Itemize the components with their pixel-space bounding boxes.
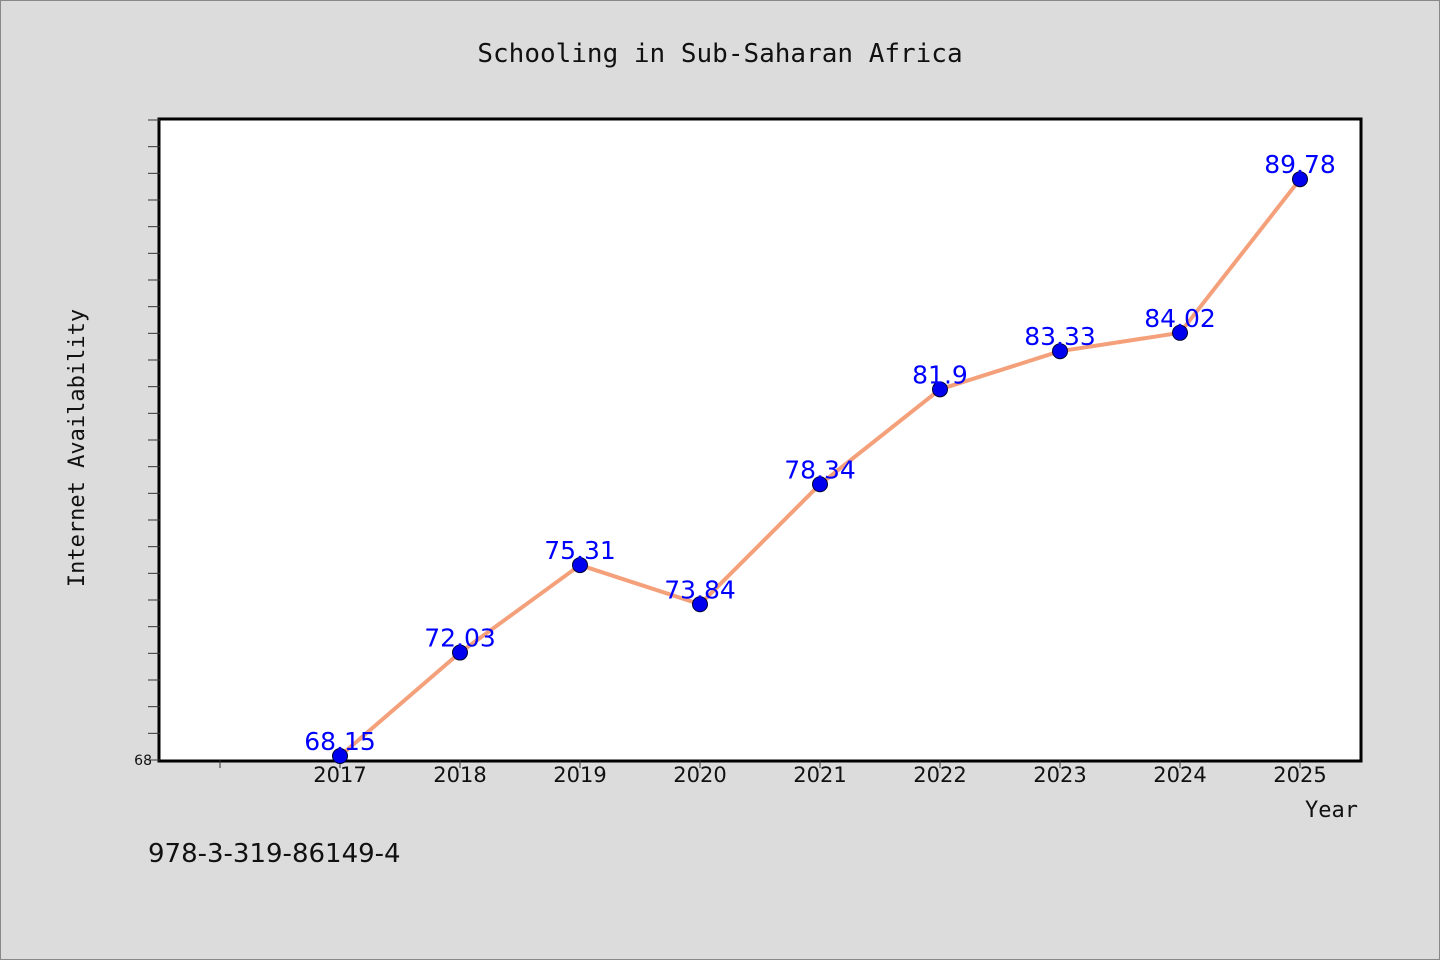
x-tick-label: 2022: [913, 763, 966, 787]
x-tick-label: 2020: [673, 763, 726, 787]
x-tick-label: 2025: [1273, 763, 1326, 787]
data-label: 81.9: [912, 360, 968, 389]
y-axis-ticks: 68: [134, 119, 160, 769]
data-point: [572, 557, 588, 574]
data-label: 84.02: [1144, 304, 1216, 333]
y-axis-label: Internet Availability: [65, 309, 90, 587]
x-tick-label: 2024: [1153, 763, 1206, 787]
plot-area: [157, 117, 1363, 763]
x-tick-label: 2021: [793, 763, 846, 787]
isbn-text: 978-3-319-86149-4: [148, 839, 401, 869]
x-axis-label: Year: [1305, 798, 1358, 823]
data-label: 75.31: [544, 536, 616, 565]
x-tick-label: 2017: [313, 763, 366, 787]
x-tick-label: 2023: [1033, 763, 1086, 787]
data-label: 68.15: [304, 727, 376, 756]
data-label: 78.34: [784, 455, 856, 484]
data-point: [812, 476, 828, 493]
x-axis-ticks: 2017 2018 2019 2020 2021 2022 2023 2024 2025: [219, 760, 1327, 787]
data-point: [332, 748, 348, 764]
data-label: 72.03: [424, 624, 496, 653]
data-point: [1292, 171, 1308, 188]
data-label: 83.33: [1024, 322, 1096, 351]
data-label: 73.84: [664, 575, 736, 604]
data-label: 89.78: [1264, 150, 1336, 179]
chart-title: Schooling in Sub-Saharan Africa: [477, 39, 962, 69]
data-point: [1172, 324, 1188, 341]
series-layer: [332, 171, 1308, 764]
x-tick-label: 2018: [433, 763, 486, 787]
data-labels: 68.15 72.03 75.31 73.84 78.34 81.9 83.33 84.02 8…: [304, 150, 1336, 756]
data-point: [692, 596, 708, 613]
data-point: [1052, 343, 1068, 360]
data-point: [932, 381, 948, 398]
x-tick-label: 2019: [553, 763, 606, 787]
data-point: [452, 644, 468, 661]
y-tick-label: 68: [134, 753, 152, 769]
